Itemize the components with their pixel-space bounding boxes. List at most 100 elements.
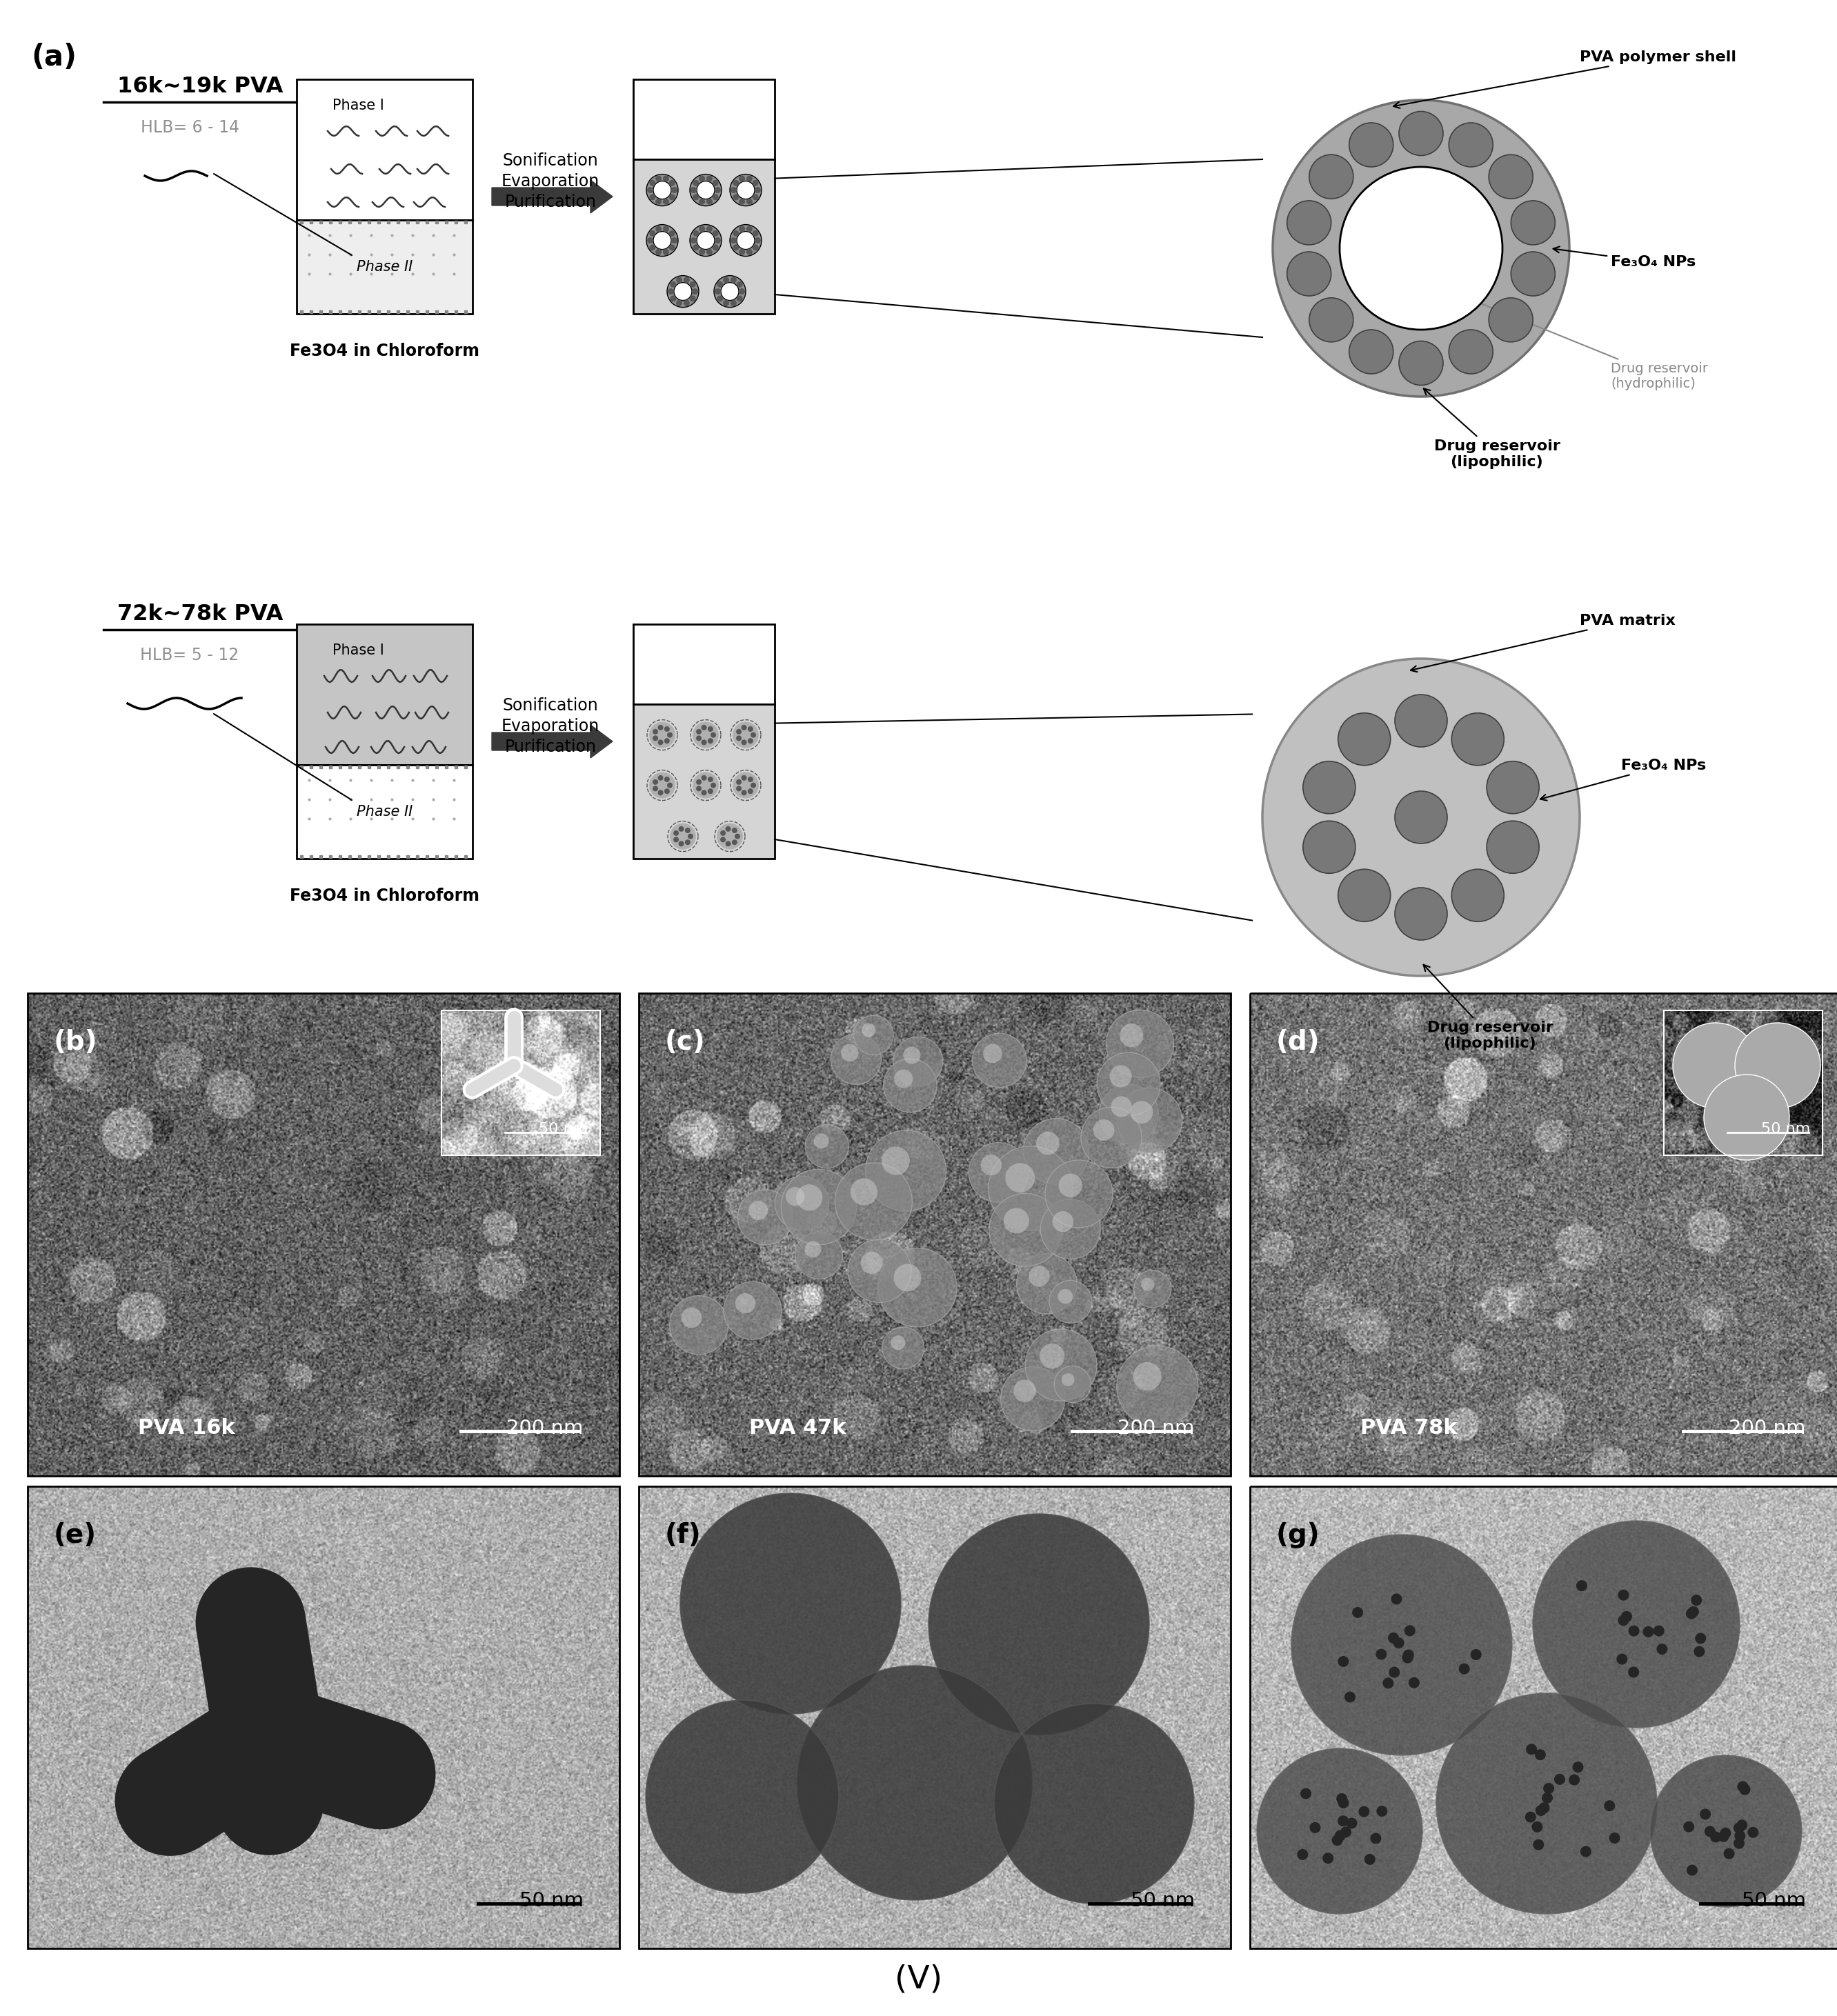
Text: Evaporation: Evaporation [502, 173, 599, 190]
Circle shape [715, 276, 746, 306]
Circle shape [1014, 1379, 1036, 1401]
Circle shape [705, 248, 713, 254]
Circle shape [1618, 1589, 1629, 1601]
Circle shape [1291, 1534, 1512, 1756]
Circle shape [696, 181, 715, 200]
Circle shape [1572, 1762, 1583, 1772]
Bar [1249, 994, 1837, 1476]
Circle shape [702, 726, 707, 730]
Circle shape [1389, 1667, 1400, 1677]
Circle shape [665, 738, 671, 744]
Circle shape [994, 1704, 1194, 1903]
Circle shape [729, 224, 762, 256]
Circle shape [1337, 714, 1391, 766]
Circle shape [1130, 1101, 1154, 1123]
Circle shape [711, 782, 716, 788]
Text: HLB= 6 - 14: HLB= 6 - 14 [140, 119, 239, 135]
Text: 50 nm: 50 nm [520, 1891, 584, 1911]
Circle shape [1718, 1831, 1729, 1843]
Circle shape [731, 829, 737, 833]
Circle shape [667, 732, 672, 738]
Circle shape [707, 788, 713, 794]
Circle shape [1337, 1798, 1348, 1808]
Circle shape [1058, 1288, 1073, 1304]
Circle shape [1653, 1625, 1664, 1637]
Text: 200 nm: 200 nm [1119, 1419, 1194, 1437]
Circle shape [731, 238, 737, 244]
Circle shape [656, 248, 661, 254]
Circle shape [753, 244, 759, 250]
Bar [296, 764, 472, 859]
Circle shape [746, 198, 753, 206]
Circle shape [671, 238, 678, 244]
Circle shape [1532, 1520, 1740, 1728]
Circle shape [647, 173, 678, 206]
Circle shape [731, 839, 737, 845]
Circle shape [1391, 1593, 1402, 1605]
Circle shape [1111, 1097, 1132, 1117]
Circle shape [781, 1169, 856, 1244]
Circle shape [1459, 1663, 1470, 1675]
Text: Drug reservoir
(lipophilic): Drug reservoir (lipophilic) [1424, 966, 1552, 1050]
Circle shape [1554, 1774, 1565, 1784]
Circle shape [1650, 1756, 1802, 1907]
Circle shape [696, 786, 702, 792]
Text: (a): (a) [31, 42, 77, 73]
Circle shape [674, 282, 693, 300]
Circle shape [724, 300, 729, 306]
Circle shape [693, 244, 700, 250]
Bar [441, 1010, 601, 1155]
Circle shape [1620, 1611, 1631, 1623]
Circle shape [652, 786, 658, 792]
Circle shape [786, 1187, 805, 1206]
Circle shape [795, 1183, 823, 1212]
Circle shape [671, 823, 696, 849]
Circle shape [983, 1044, 1003, 1062]
Circle shape [735, 833, 740, 839]
Circle shape [854, 1016, 893, 1054]
Text: 16k~19k PVA: 16k~19k PVA [118, 77, 283, 97]
Circle shape [748, 776, 753, 782]
Circle shape [841, 1044, 858, 1062]
Text: 200 nm: 200 nm [507, 1419, 584, 1437]
Circle shape [1451, 714, 1505, 766]
Circle shape [1058, 1173, 1082, 1198]
Circle shape [1023, 1119, 1089, 1185]
Bar [634, 704, 775, 859]
Circle shape [656, 175, 661, 181]
Circle shape [1512, 252, 1556, 296]
Circle shape [689, 296, 696, 302]
Circle shape [671, 282, 676, 288]
Circle shape [1657, 1643, 1668, 1655]
Circle shape [1543, 1782, 1554, 1794]
Circle shape [715, 187, 720, 194]
Circle shape [738, 1189, 794, 1244]
Circle shape [1036, 1131, 1060, 1155]
Circle shape [691, 173, 722, 206]
Circle shape [1437, 1693, 1657, 1913]
Circle shape [676, 276, 682, 282]
Circle shape [652, 736, 658, 742]
Circle shape [665, 788, 671, 794]
Circle shape [742, 740, 748, 746]
Circle shape [1323, 1853, 1334, 1863]
Bar [634, 79, 775, 159]
Text: 50 nm: 50 nm [1762, 1123, 1809, 1135]
Circle shape [647, 224, 678, 256]
Circle shape [724, 276, 729, 282]
Circle shape [1734, 1022, 1820, 1109]
Circle shape [753, 230, 759, 236]
Circle shape [1738, 1780, 1749, 1792]
Circle shape [1719, 1829, 1730, 1839]
Circle shape [648, 772, 676, 798]
Circle shape [678, 841, 683, 847]
Circle shape [1049, 1280, 1091, 1322]
Bar [296, 625, 472, 764]
Text: PVA polymer shell: PVA polymer shell [1394, 50, 1736, 109]
Circle shape [665, 726, 671, 732]
Circle shape [751, 732, 757, 738]
Text: (V): (V) [895, 1964, 942, 1996]
Circle shape [705, 226, 713, 232]
Circle shape [1337, 869, 1391, 921]
Circle shape [1040, 1343, 1065, 1369]
